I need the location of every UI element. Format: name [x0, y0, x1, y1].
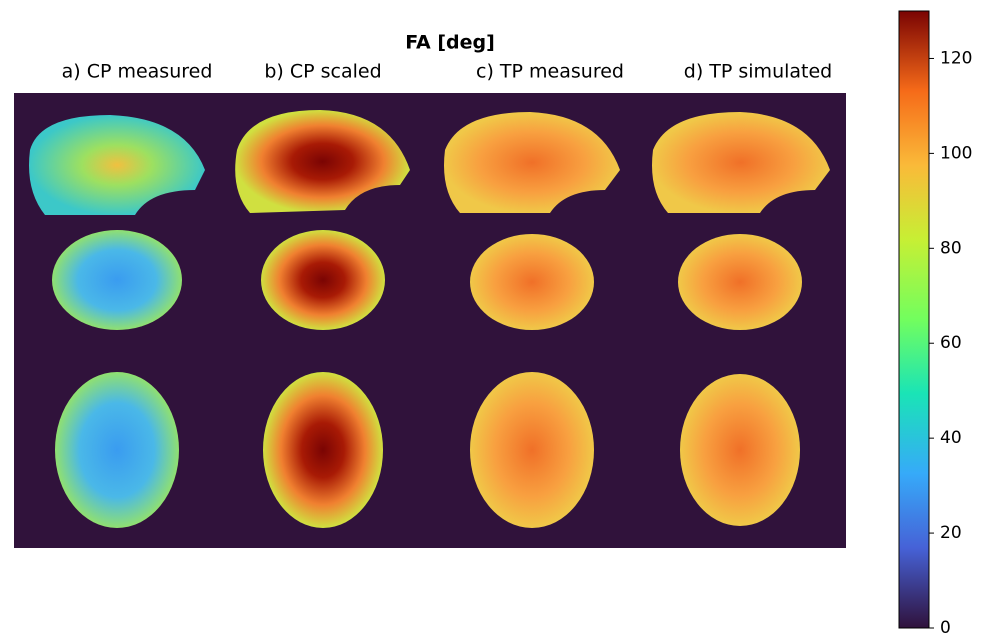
figure-title: FA [deg] — [405, 32, 495, 54]
panel-label: d) TP simulated — [684, 61, 832, 83]
figure: FA [deg] a) CP measured b) CP scaled c) TP… — [0, 0, 989, 636]
panel-label: c) TP measured — [476, 61, 624, 83]
panel-label: a) CP measured — [62, 61, 213, 83]
colorbar-tick-label: 60 — [940, 333, 962, 353]
colorbar-tick-label: 80 — [940, 238, 962, 258]
colorbar — [899, 11, 929, 628]
colorbar-tick-label: 20 — [940, 523, 962, 543]
colorbar-tick-label: 0 — [940, 618, 951, 636]
panel-label: b) CP scaled — [264, 61, 381, 83]
colorbar-tick-label: 120 — [940, 48, 972, 68]
colorbar-tick-label: 40 — [940, 428, 962, 448]
colorbar-tick-label: 100 — [940, 143, 972, 163]
